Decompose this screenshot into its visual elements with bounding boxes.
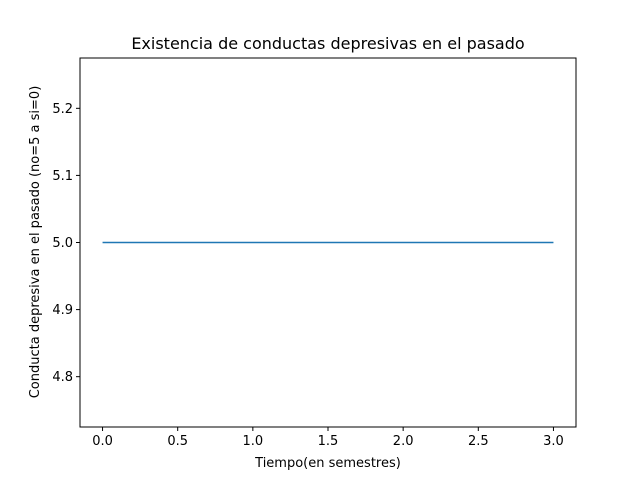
y-axis-label: Conducta depresiva en el pasado (no=5 a … (28, 86, 43, 399)
y-tick-label: 4.9 (52, 303, 73, 318)
x-axis-label: Tiempo(en semestres) (254, 456, 401, 471)
y-axis-ticks: 4.8 4.9 5.0 5.1 5.2 (52, 102, 80, 385)
y-tick-label: 5.1 (52, 169, 73, 184)
chart-title: Existencia de conductas depresivas en el… (131, 34, 524, 53)
y-tick-label: 5.2 (52, 102, 73, 117)
x-tick-label: 0.0 (92, 434, 113, 449)
y-tick-label: 4.8 (52, 370, 73, 385)
x-axis-ticks: 0.0 0.5 1.0 1.5 2.0 2.5 3.0 (92, 427, 564, 449)
x-tick-label: 0.5 (167, 434, 188, 449)
x-tick-label: 2.5 (468, 434, 489, 449)
y-tick-label: 5.0 (52, 236, 73, 251)
x-tick-label: 2.0 (393, 434, 414, 449)
x-tick-label: 3.0 (543, 434, 564, 449)
x-tick-label: 1.5 (318, 434, 339, 449)
x-tick-label: 1.0 (243, 434, 264, 449)
